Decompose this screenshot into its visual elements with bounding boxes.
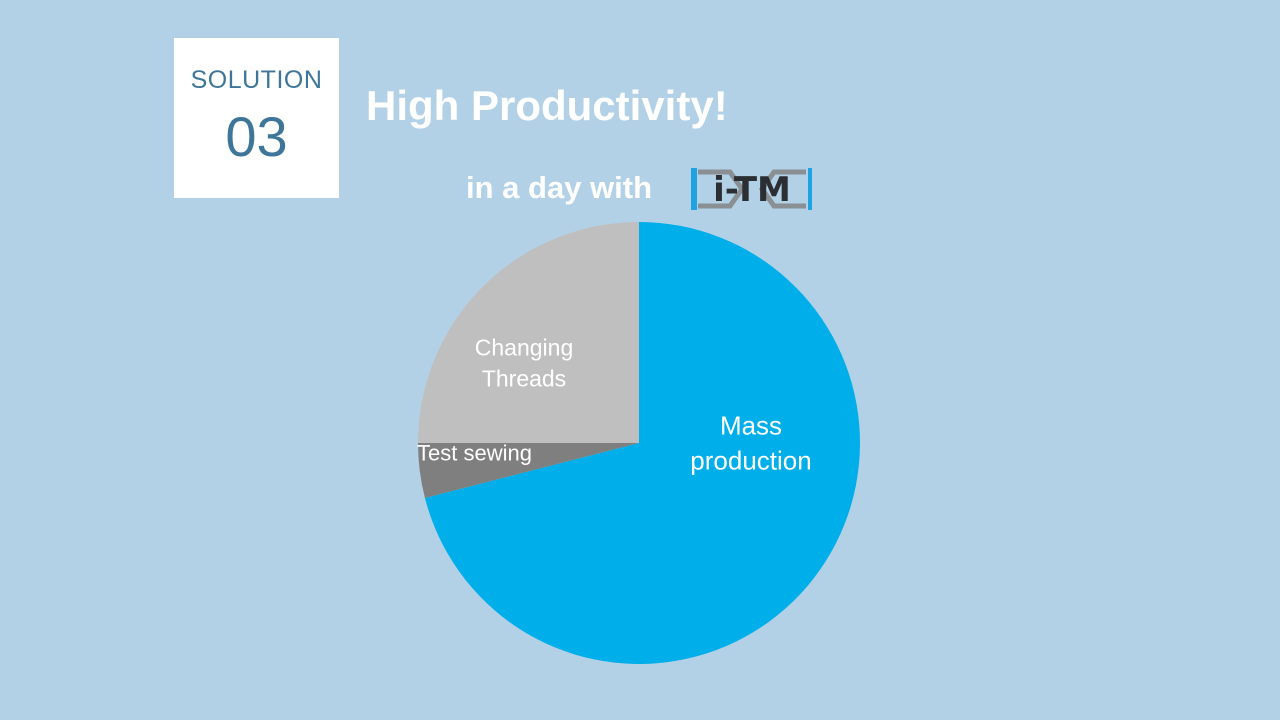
pie-label-changing-threads: Changing Threads: [475, 335, 573, 392]
logo-text: i-TM: [713, 170, 791, 210]
pie-label-mass-production: Mass production: [690, 411, 811, 476]
page-title: High Productivity!: [366, 82, 728, 129]
solution-badge: SOLUTION 03: [174, 38, 339, 198]
solution-label: SOLUTION: [190, 66, 323, 94]
pie-slice-test-sewing: [418, 443, 639, 498]
pie-slice-changing-threads: [418, 222, 639, 443]
solution-number: 03: [225, 105, 288, 168]
pie-label-test-sewing: Test sewing: [417, 441, 532, 466]
i-tm-logo-icon: i-TM: [691, 168, 812, 210]
pie-slice-mass-production: [424, 222, 860, 665]
page-subtitle: in a day with: [466, 170, 653, 205]
